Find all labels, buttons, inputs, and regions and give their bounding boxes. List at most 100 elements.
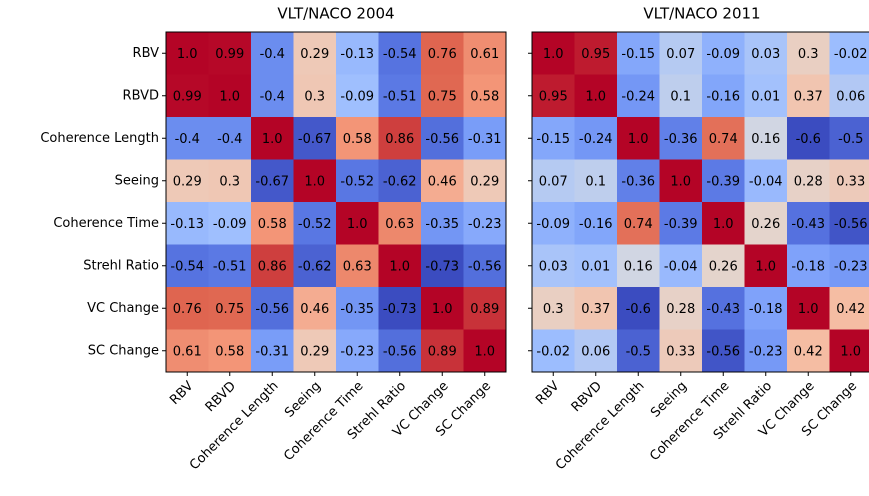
cell-label: -0.43 [791,217,825,232]
cell-label: -0.23 [468,217,502,232]
cell-label: -0.6 [626,302,651,317]
heatmap-cell [166,287,209,330]
heatmap-cell [574,74,618,118]
cell-label: 0.28 [794,174,823,189]
cell-label: 1.0 [389,259,410,274]
heatmap-cell [293,32,337,75]
cell-label: -0.39 [706,174,740,189]
cell-label: 0.61 [470,47,499,62]
heatmap-cell [532,74,575,118]
heatmap-cell [463,159,507,203]
cell-label: 1.0 [347,217,368,232]
heatmap-cell [659,159,703,203]
heatmap-cell [829,287,869,330]
cell-label: 0.95 [539,89,568,104]
chart-title: VLT/NACO 2004 [277,5,394,23]
heatmap-cell [166,329,209,373]
heatmap-cell [421,329,464,373]
heatmap-cell [208,287,252,330]
heatmap-cell [829,202,869,245]
heatmap-cell [463,329,507,373]
cell-label: -0.31 [255,344,289,359]
cell-label: -0.09 [536,217,570,232]
cell-label: 0.29 [300,344,329,359]
heatmap-cell [208,32,252,75]
cell-label: 1.0 [670,174,691,189]
cell-label: -0.5 [838,132,863,147]
cell-label: -0.56 [468,259,502,274]
cell-label: -0.02 [536,344,570,359]
cell-label: 0.03 [751,47,780,62]
cell-label: 0.1 [670,89,691,104]
cell-label: 1.0 [219,89,240,104]
heatmap-cell [421,74,464,118]
cell-label: 0.86 [258,259,287,274]
cell-label: -0.09 [706,47,740,62]
heatmap-cell [378,287,422,330]
cell-label: -0.36 [664,132,698,147]
heatmap-cell [702,74,745,118]
cell-label: -0.62 [383,174,417,189]
cell-label: 1.0 [543,47,564,62]
cell-label: -0.4 [175,132,200,147]
x-tick-label: Seeing [648,379,690,421]
cell-label: 1.0 [177,47,198,62]
heatmap-cell [744,159,788,203]
cell-label: 0.29 [470,174,499,189]
cell-label: 0.3 [219,174,240,189]
heatmap-cell [208,329,252,373]
cell-label: 0.58 [215,344,244,359]
cell-label: -0.09 [340,89,374,104]
heatmap-cell [208,244,252,288]
cell-label: 0.46 [428,174,457,189]
cell-label: 0.16 [624,259,653,274]
y-tick-label: RBVD [123,88,159,103]
cell-label: 0.33 [836,174,865,189]
cell-label: 0.46 [300,302,329,317]
cell-label: 0.3 [798,47,819,62]
cell-label: 1.0 [713,217,734,232]
heatmap-cell [829,244,869,288]
cell-label: 1.0 [262,132,283,147]
heatmap-cell [744,329,788,373]
heatmap-cell [166,32,209,75]
cell-label: -0.23 [749,344,783,359]
heatmap-cell [166,117,209,160]
cell-label: 0.3 [543,302,564,317]
cell-label: 0.99 [215,47,244,62]
heatmap-cell [702,202,745,245]
heatmap-cell [659,117,703,160]
cell-label: 0.58 [470,89,499,104]
heatmap-cell [702,287,745,330]
heatmap-cell [336,329,379,373]
cell-label: 0.07 [539,174,568,189]
cell-label: 0.63 [385,217,414,232]
heatmap-cell [787,202,830,245]
x-tick-label: Coherence Time [281,379,366,464]
cell-label: -0.23 [340,344,374,359]
cell-label: -0.35 [425,217,459,232]
cell-label: 1.0 [628,132,649,147]
heatmap-cell [378,32,422,75]
heatmap-cell [251,117,294,160]
cell-label: 0.26 [751,217,780,232]
cell-label: -0.4 [260,47,285,62]
y-tick-label: RBV [133,46,160,61]
heatmap-cell [208,202,252,245]
cell-label: -0.24 [579,132,613,147]
heatmap-cell [378,159,422,203]
heatmap-cell [659,74,703,118]
cell-label: 0.16 [751,132,780,147]
heatmap-cell [463,244,507,288]
heatmap-cell [293,244,337,288]
cell-label: 0.75 [428,89,457,104]
cell-label: -0.67 [255,174,289,189]
y-tick-label: VC Change [87,301,159,316]
heatmap-cell [251,329,294,373]
cell-label: -0.04 [749,174,783,189]
heatmap-cell [702,117,745,160]
cell-label: -0.43 [706,302,740,317]
heatmap-cell [829,329,869,373]
heatmap-cell [336,117,379,160]
cell-label: -0.16 [579,217,613,232]
